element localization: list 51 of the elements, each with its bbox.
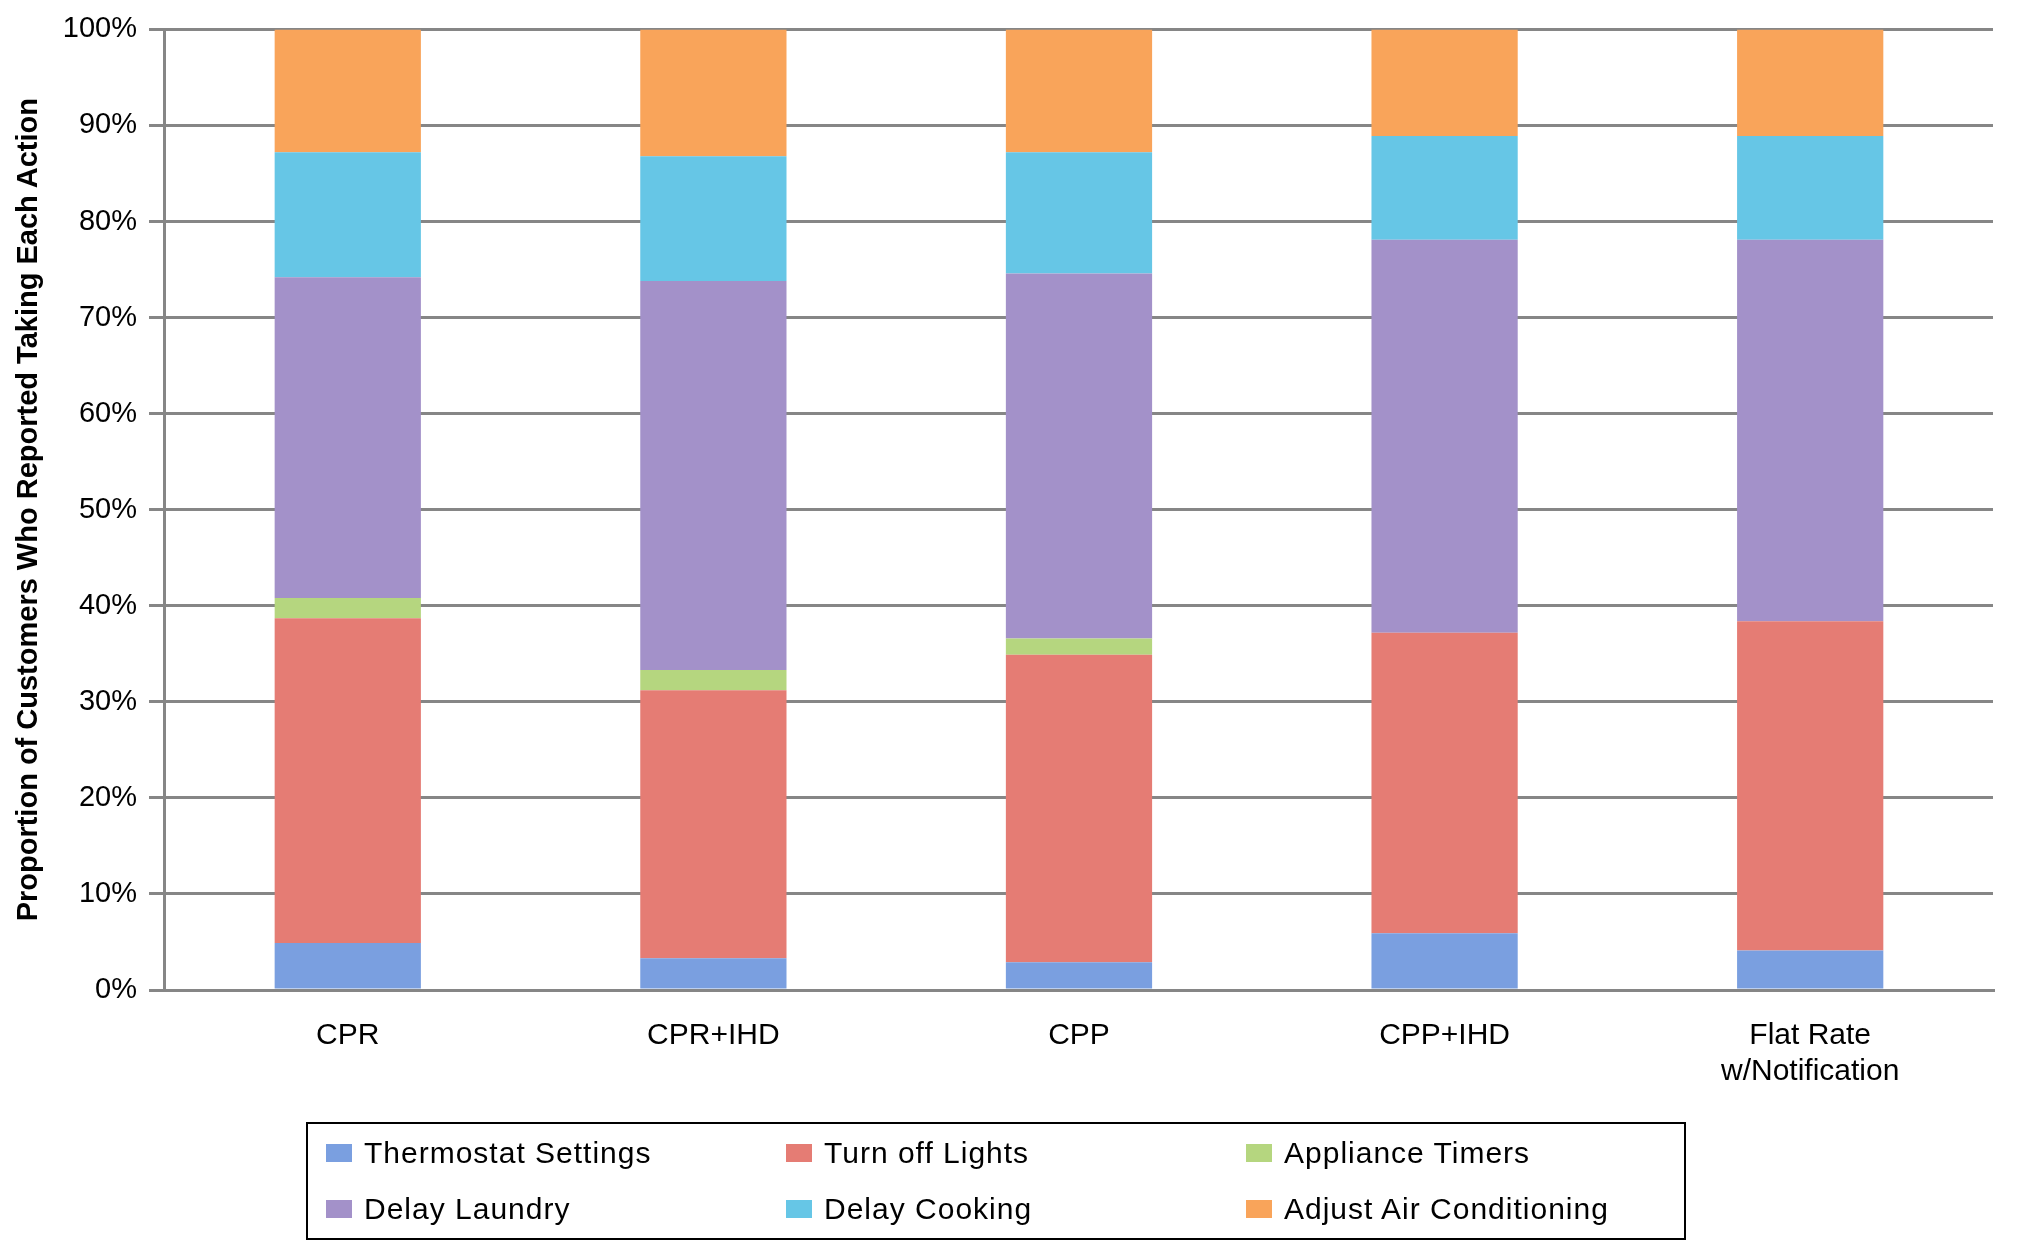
legend-label: Delay Laundry — [364, 1192, 571, 1226]
bar — [1371, 632, 1518, 934]
bar — [1737, 950, 1884, 989]
y-tick-label: 90% — [78, 107, 137, 140]
legend-label: Delay Cooking — [824, 1192, 1033, 1226]
bar — [1371, 933, 1518, 989]
bar — [274, 152, 421, 278]
legend-label: Adjust Air Conditioning — [1284, 1192, 1609, 1226]
bar — [1371, 136, 1518, 240]
y-axis-title: Proportion of Customers Who Reported Taking Each Action — [11, 98, 44, 922]
y-tick-label: 30% — [78, 683, 137, 716]
bar — [1005, 29, 1153, 153]
bar — [274, 618, 421, 943]
bar — [1371, 239, 1518, 633]
bar — [1371, 29, 1518, 137]
x-tick-label: CPP+IHD — [1379, 1017, 1511, 1051]
bar — [640, 29, 787, 157]
bar — [1737, 239, 1884, 622]
legend-label: Turn off Lights — [824, 1136, 1030, 1170]
bar — [640, 281, 787, 671]
bar — [1005, 152, 1153, 274]
legend-label: Appliance Timers — [1284, 1136, 1531, 1170]
bar — [274, 598, 421, 619]
y-tick-label: 0% — [95, 972, 137, 1004]
y-tick-label: 40% — [78, 587, 137, 620]
bar — [1005, 638, 1153, 655]
y-tick-label: 20% — [78, 779, 137, 812]
y-tick-label: 10% — [78, 875, 137, 908]
x-tick-label: CPP — [1048, 1017, 1110, 1051]
x-tick-label: CPR+IHD — [647, 1017, 780, 1051]
bar — [274, 942, 421, 989]
bar — [640, 958, 787, 989]
bar — [1005, 273, 1153, 639]
bar — [640, 670, 787, 691]
bar — [1737, 621, 1884, 951]
y-tick-label: 60% — [78, 395, 137, 428]
legend-label: Thermostat Settings — [364, 1136, 652, 1170]
x-tick-label: CPR — [316, 1017, 380, 1051]
y-tick-label: 70% — [78, 299, 137, 332]
bar — [1737, 136, 1884, 240]
bar — [640, 690, 787, 959]
bar — [274, 29, 421, 153]
y-tick-label: 50% — [78, 491, 137, 524]
bar — [1005, 654, 1153, 963]
y-tick-label: 80% — [78, 203, 137, 236]
bar — [640, 156, 787, 282]
bar — [1005, 962, 1153, 989]
bar — [1737, 29, 1884, 137]
bar — [274, 277, 421, 599]
x-tick-label: Flat Rate w/Notification — [1719, 1017, 1900, 1087]
y-tick-label: 100% — [62, 11, 137, 44]
